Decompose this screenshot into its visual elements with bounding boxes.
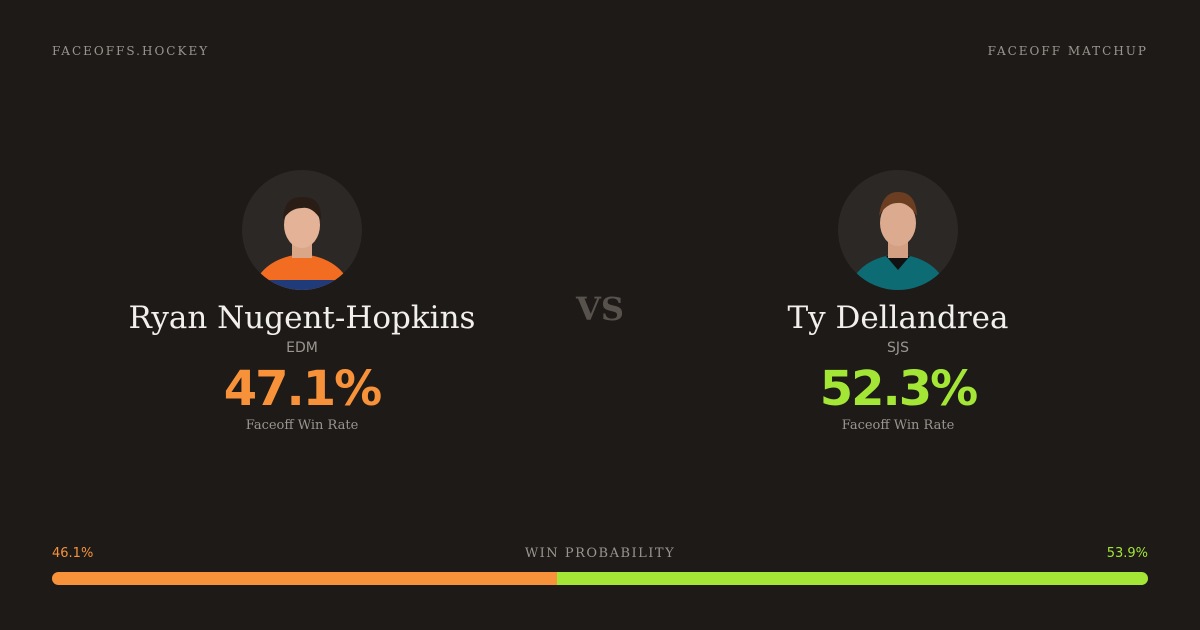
- win-rate-label: Faceoff Win Rate: [245, 418, 359, 433]
- player-name: Ryan Nugent-Hopkins: [128, 300, 476, 336]
- win-rate: 47.1%: [223, 361, 383, 417]
- probability-value: 53.9%: [1106, 546, 1148, 561]
- page-label: FACEOFF MATCHUP: [987, 44, 1148, 58]
- player-card: Ryan Nugent-Hopkins EDM 47.1% Faceoff Wi…: [52, 170, 552, 433]
- player-name: Ty Dellandrea: [787, 300, 1009, 336]
- brand: FACEOFFS.HOCKEY: [52, 44, 210, 58]
- player-photo: [838, 170, 958, 290]
- player-card: Ty Dellandrea SJS 52.3% Faceoff Win Rate: [648, 170, 1148, 433]
- player-photo: [242, 170, 362, 290]
- player-team: SJS: [887, 340, 909, 356]
- win-rate: 52.3%: [819, 361, 979, 417]
- probability-value: 46.1%: [52, 546, 94, 561]
- probability-label: WIN PROBABILITY: [524, 546, 676, 561]
- probability-bar: [52, 572, 1148, 585]
- probability-segment: [557, 572, 1148, 585]
- player-team: EDM: [286, 340, 318, 356]
- probability-segment: [52, 572, 558, 585]
- versus: VS: [576, 290, 624, 328]
- win-rate-label: Faceoff Win Rate: [841, 418, 955, 433]
